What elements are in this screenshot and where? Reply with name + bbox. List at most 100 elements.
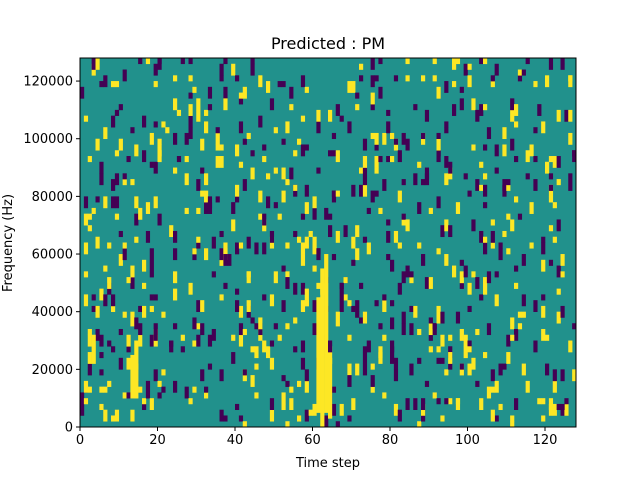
heatmap-cell-high (293, 150, 298, 157)
heatmap-cell-high (246, 300, 251, 312)
heatmap-cell-high (552, 380, 557, 393)
heatmap-cell-low (223, 58, 228, 65)
heatmap-cell-high (258, 190, 263, 203)
heatmap-cell-low (432, 323, 437, 330)
heatmap-cell-low (304, 369, 309, 382)
heatmap-cell-high (490, 81, 495, 88)
heatmap-cell-low (440, 225, 445, 238)
heatmap-cell-high (114, 81, 120, 88)
heatmap-cell-high (300, 254, 306, 266)
y-tick-label: 120000 (23, 75, 73, 90)
heatmap-cell-high (219, 294, 224, 301)
heatmap-cell-low (289, 86, 294, 99)
heatmap-cell-high (157, 138, 162, 145)
heatmap-cell-high (483, 277, 488, 284)
heatmap-cell-low (401, 132, 406, 145)
heatmap-cell-high (351, 236, 356, 249)
heatmap-cell-low (262, 144, 267, 151)
heatmap-cell-low (521, 69, 526, 76)
heatmap-cell-low (401, 311, 406, 324)
heatmap-cell-low (126, 156, 131, 163)
heatmap-cell-high (134, 144, 139, 157)
heatmap-cell-high (347, 81, 352, 93)
heatmap-cell-high (471, 357, 476, 370)
heatmap-cell-high (99, 288, 104, 301)
heatmap-cell-low (219, 409, 224, 422)
heatmap-cell-high (142, 282, 147, 289)
heatmap-cell-low (126, 346, 131, 353)
heatmap-cell-low (200, 167, 205, 174)
heatmap-cell-low (424, 167, 430, 180)
heatmap-cell-low (188, 58, 193, 65)
heatmap-cell-high (107, 242, 112, 249)
heatmap-cell-low (153, 161, 158, 174)
heatmap-cell-high (568, 132, 573, 145)
heatmap-cell-low (390, 317, 395, 330)
heatmap-cell-low (130, 277, 135, 289)
heatmap-cell-low (219, 248, 224, 261)
heatmap-cell-high (173, 75, 178, 82)
heatmap-cell-low (362, 138, 368, 151)
heatmap-cell-low (471, 219, 476, 232)
heatmap-cell-high (351, 398, 356, 410)
heatmap-cell-low (541, 236, 546, 243)
heatmap-cell-low (448, 161, 453, 174)
heatmap-cell-low (560, 369, 565, 382)
heatmap-cell-low (339, 282, 344, 301)
heatmap-cell-low (142, 115, 147, 128)
heatmap-cell-low (533, 156, 538, 163)
heatmap-cell-high (130, 311, 135, 327)
heatmap-cell-high (192, 248, 197, 255)
heatmap-cell-low (285, 380, 290, 387)
heatmap-cell-low (95, 196, 100, 203)
heatmap-cell-low (390, 357, 395, 364)
heatmap-cell-high (459, 271, 464, 284)
heatmap-cell-high (475, 328, 480, 336)
heatmap-cell-low (331, 403, 337, 416)
y-tick-label: 40000 (32, 305, 73, 320)
heatmap-cell-high (452, 265, 457, 278)
heatmap-cell-high (467, 282, 472, 295)
heatmap-cell-low (227, 254, 232, 266)
heatmap-cell-high (95, 58, 100, 70)
heatmap-cell-low (312, 300, 317, 312)
heatmap-cell-high (184, 207, 189, 214)
heatmap-cell-high (428, 323, 433, 336)
heatmap-cell-high (568, 340, 573, 353)
heatmap-cell-high (266, 173, 271, 180)
heatmap-cell-low (204, 386, 209, 393)
heatmap-cell-low (316, 121, 321, 134)
heatmap-cell-high (514, 196, 519, 203)
heatmap-cell-low (533, 340, 538, 353)
heatmap-cell-high (235, 144, 240, 157)
heatmap-cell-low (498, 363, 503, 376)
heatmap-cell-low (219, 63, 224, 76)
heatmap-cell-high (382, 334, 387, 341)
heatmap-cell-high (215, 132, 220, 145)
heatmap-cell-high (285, 179, 290, 186)
x-tick-label: 60 (304, 433, 321, 448)
heatmap-cell-low (91, 294, 96, 301)
heatmap-cell-low (111, 294, 116, 307)
heatmap-cell-low (250, 58, 255, 65)
heatmap-cell-low (424, 109, 430, 122)
heatmap-cell-high (196, 98, 201, 111)
heatmap-cell-low (448, 363, 453, 370)
heatmap-cell-low (494, 415, 499, 422)
heatmap-cell-high (548, 156, 554, 163)
heatmap-cell-high (393, 403, 399, 416)
heatmap-cell-high (91, 207, 96, 214)
heatmap-cell-low (145, 380, 151, 387)
heatmap-cell-low (157, 392, 162, 399)
heatmap-cell-high (506, 248, 511, 255)
heatmap-cell-low (514, 156, 519, 163)
heatmap-cell-low (80, 392, 85, 405)
heatmap-cell-high (444, 219, 449, 232)
heatmap-cell-low (386, 156, 391, 163)
heatmap-cell-low (196, 300, 201, 312)
heatmap-cell-low (281, 300, 286, 312)
heatmap-cell-low (122, 69, 127, 82)
heatmap-cell-low (111, 196, 116, 209)
heatmap-cell-low (428, 334, 433, 341)
heatmap-cell-high (428, 346, 433, 353)
